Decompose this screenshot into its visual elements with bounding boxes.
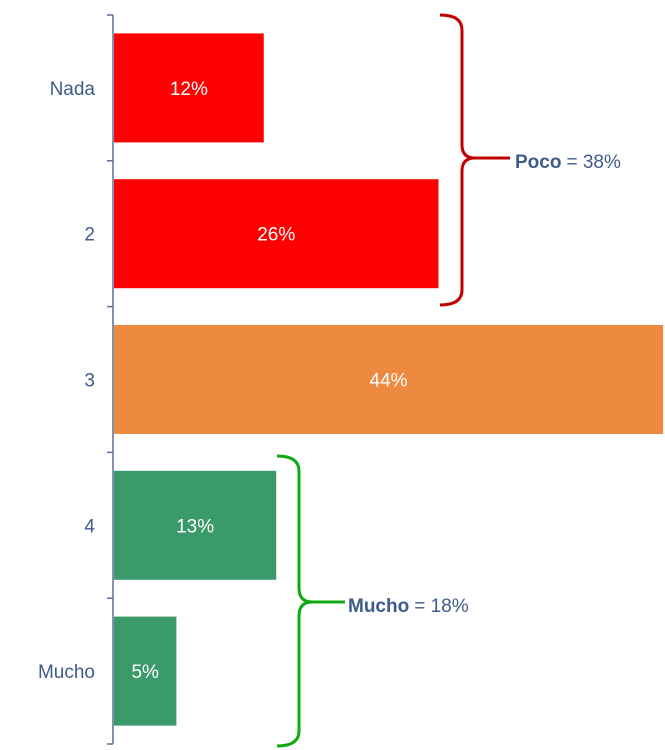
annotation-text: = 38% (566, 152, 621, 173)
bar (114, 616, 177, 726)
value-label: 12% (170, 79, 208, 100)
category-label: Mucho (38, 662, 95, 683)
category-label: 2 (84, 225, 95, 246)
annotation-label: Poco (515, 152, 561, 173)
category-label: 3 (84, 371, 95, 392)
annotation: Poco = 38% (515, 152, 621, 173)
poco-bracket (439, 13, 510, 307)
annotation: Mucho = 18% (348, 596, 469, 617)
value-label: 13% (176, 516, 214, 537)
category-label: 4 (84, 516, 95, 537)
value-label: 5% (131, 662, 159, 683)
annotation-label: Mucho (348, 596, 409, 617)
mucho-bracket (276, 454, 345, 748)
category-label: Nada (50, 79, 96, 100)
value-label: 26% (257, 225, 295, 246)
value-label: 44% (370, 371, 408, 392)
bar (114, 33, 264, 143)
bar (114, 325, 664, 434)
bar (114, 179, 439, 289)
bar (114, 470, 277, 580)
annotation-text: = 18% (414, 596, 469, 617)
